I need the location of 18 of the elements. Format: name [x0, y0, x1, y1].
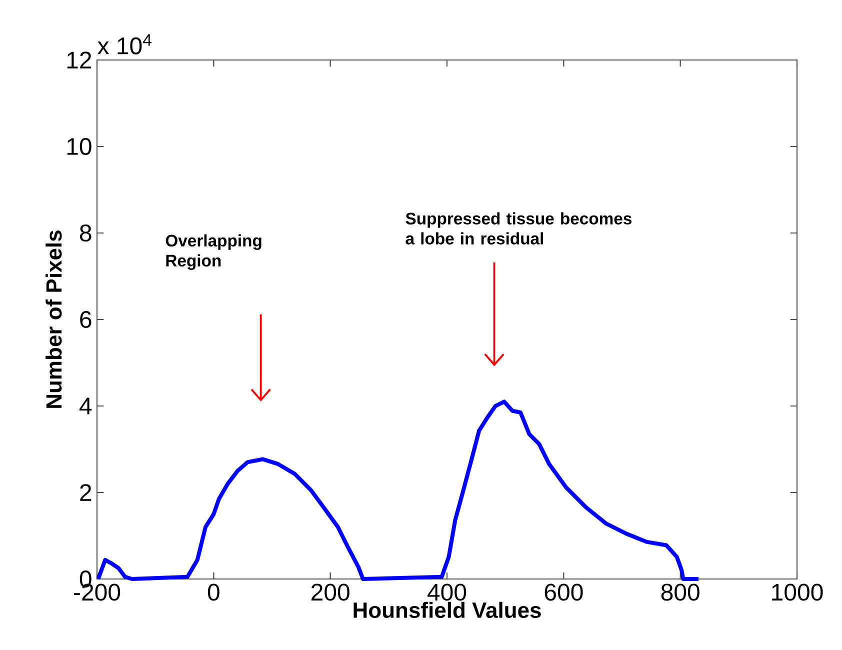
y-tick-label: 2 — [80, 484, 92, 501]
x-tick-label: 600 — [544, 584, 583, 601]
x-tick-label: 1000 — [772, 584, 823, 601]
y-tick-label: 12 — [67, 52, 92, 68]
y-tick-label: 6 — [80, 310, 92, 328]
y-tick-label: 10 — [67, 138, 92, 155]
y-tick-label: 8 — [80, 224, 92, 242]
y-axis-title: Number of Pixels — [46, 230, 62, 408]
x-axis-title: Hounsfield Values — [354, 602, 541, 618]
text: x 10$^{4}$ — [98, 34, 152, 54]
x-tick-label: 200 — [312, 584, 350, 601]
line-series — [96, 400, 700, 581]
y-tick-label: 4 — [79, 398, 92, 414]
x-tick-label: 800 — [661, 584, 700, 601]
annotation: Suppressed tissue becomes a lobe in residual — [406, 212, 632, 244]
annotation: Overlapping Region — [166, 234, 262, 270]
x-tick-label: 400 — [428, 584, 466, 601]
x-tick-label: 0 — [208, 584, 220, 601]
